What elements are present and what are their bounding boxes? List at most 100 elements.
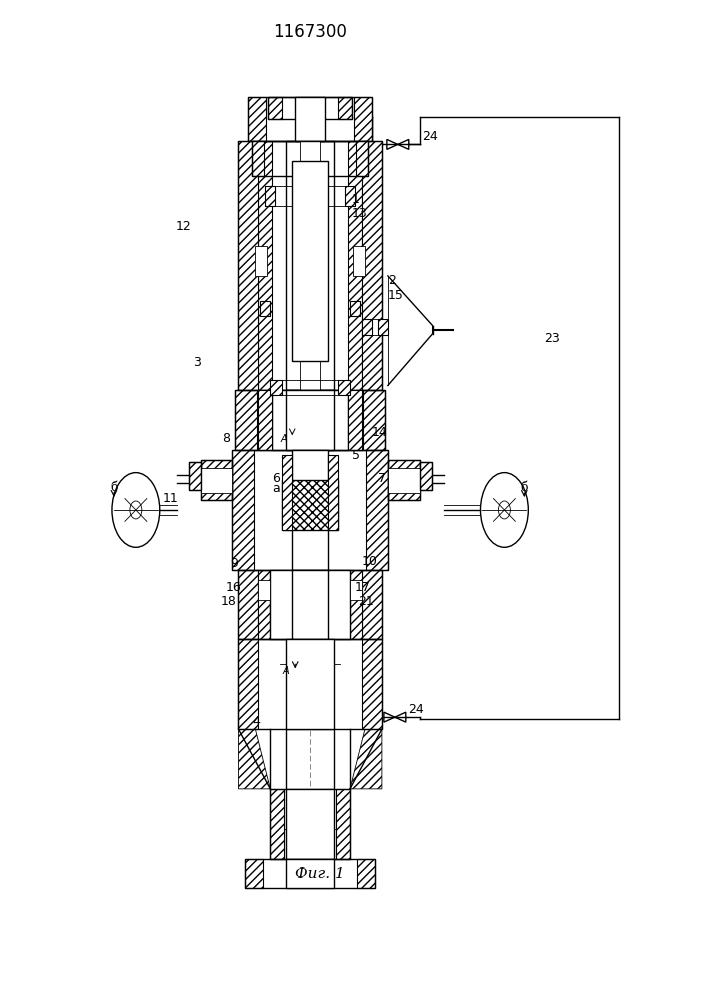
Text: 17: 17 [355,581,371,594]
Bar [238,570,382,639]
Text: 10: 10 [362,555,378,568]
Bar [292,570,328,639]
Bar [238,570,258,639]
Text: 15: 15 [388,289,404,302]
Bar [363,390,385,450]
Bar [270,789,350,859]
Bar [233,450,388,570]
Bar [258,390,272,450]
Text: 2: 2 [388,274,396,287]
Bar [248,97,372,141]
Polygon shape [398,139,409,149]
Bar [245,859,263,888]
Bar [265,186,355,206]
Bar [328,455,338,530]
Bar [354,97,372,141]
Text: A: A [280,434,287,444]
Bar [282,455,292,530]
Bar [388,468,420,493]
Bar [348,390,362,450]
Bar [272,390,348,450]
Bar [388,460,420,500]
Bar [235,390,257,450]
Bar [292,450,328,570]
Text: 5: 5 [352,449,360,462]
Bar [201,468,233,493]
Text: 8: 8 [223,432,230,445]
Bar [270,789,284,859]
Text: 1167300: 1167300 [273,23,347,41]
Bar [300,141,320,390]
Ellipse shape [130,501,142,519]
Text: 24: 24 [408,703,423,716]
Bar [350,301,360,316]
Text: 11: 11 [163,492,178,505]
Bar [238,639,258,729]
Text: 18: 18 [221,595,236,608]
Text: A: A [282,666,289,676]
Bar [338,380,350,395]
Bar [235,390,385,450]
Bar [270,380,350,395]
Bar [270,380,282,395]
Bar [269,97,282,119]
Polygon shape [395,712,406,722]
Text: 12: 12 [176,220,192,233]
Text: б: б [110,481,117,494]
Bar [348,141,362,390]
Text: 13: 13 [352,207,368,220]
Text: 23: 23 [544,332,560,345]
Text: 6: 6 [272,472,280,485]
Bar [286,390,334,450]
Bar [362,141,382,390]
Ellipse shape [498,501,510,519]
Text: 14: 14 [372,426,387,439]
Bar [378,319,388,335]
Bar [356,141,368,176]
Bar [245,859,375,888]
Text: a: a [272,482,280,495]
Bar [258,580,270,600]
Bar [420,462,432,490]
Ellipse shape [112,473,160,547]
Bar [270,570,350,639]
Bar [201,460,233,500]
Bar [362,319,372,335]
Bar [350,570,362,639]
Bar [238,141,382,390]
Polygon shape [350,729,382,789]
Bar [252,141,368,176]
Bar [260,301,270,316]
Bar [292,161,328,361]
Bar [362,570,382,639]
Bar [296,97,325,141]
Bar [338,97,352,119]
Bar [388,460,420,500]
Bar [248,97,267,141]
Bar [286,789,334,859]
Bar [252,141,264,176]
Polygon shape [387,139,398,149]
Bar [269,97,352,119]
Bar [420,462,432,490]
Polygon shape [384,712,395,722]
Bar [345,186,355,206]
Bar [286,141,334,390]
Bar [286,639,334,729]
Bar [366,450,388,570]
Bar [286,859,334,888]
Bar [258,141,272,390]
Polygon shape [238,729,270,789]
Ellipse shape [481,473,528,547]
Bar [255,246,267,276]
Bar [201,460,233,500]
Bar [189,462,201,490]
Bar [189,462,201,490]
Bar [336,789,350,859]
Text: 7: 7 [378,472,386,485]
Bar [362,639,382,729]
Bar [233,450,255,570]
Text: Фиг. 1: Фиг. 1 [296,867,345,881]
Text: б: б [520,481,528,494]
Text: 3: 3 [192,356,201,369]
